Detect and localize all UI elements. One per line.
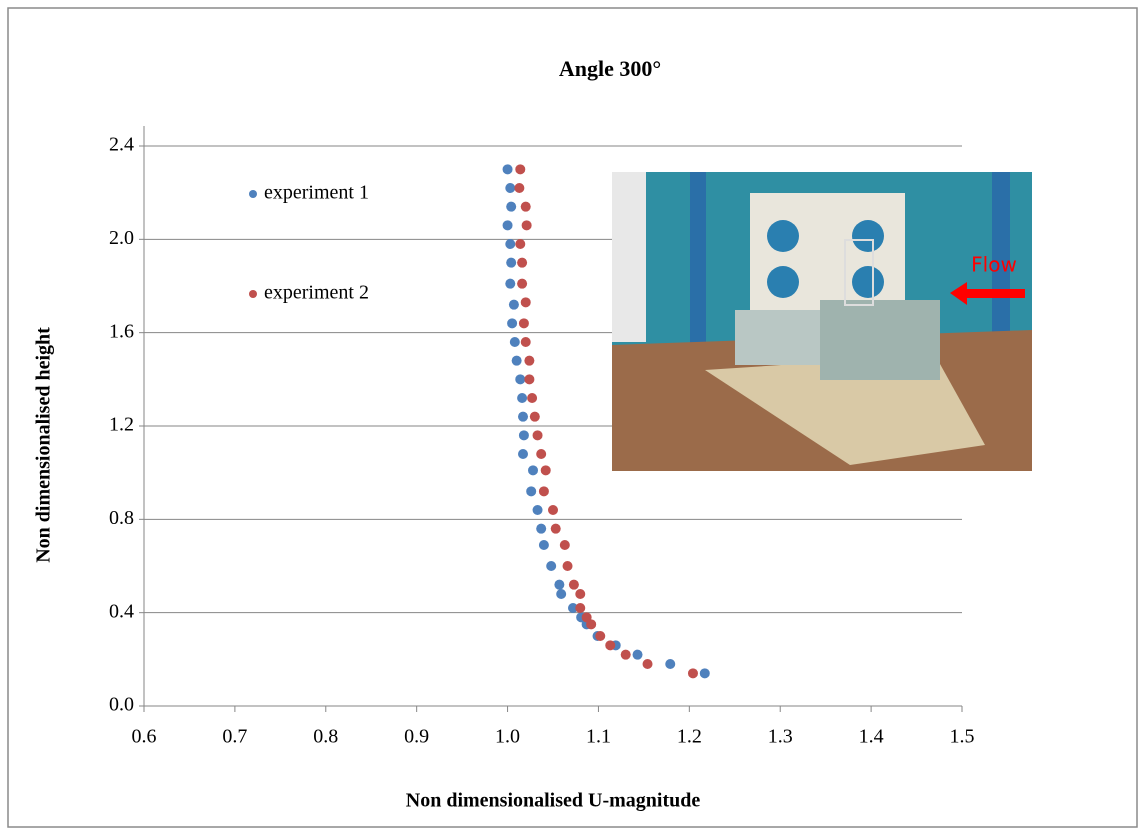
- data-point: [632, 649, 643, 660]
- data-point: [567, 603, 578, 613]
- photo-gauge: [767, 220, 799, 252]
- data-point: [524, 374, 535, 385]
- x-tick-label: 0.8: [313, 726, 338, 748]
- data-point: [517, 257, 528, 268]
- data-point: [506, 201, 517, 212]
- data-point: [520, 297, 531, 308]
- photo-platform: [820, 300, 940, 380]
- data-point: [518, 449, 529, 459]
- data-point: [699, 668, 710, 679]
- photo-panel: [612, 172, 646, 342]
- data-point: [575, 603, 586, 613]
- photo-pillar: [690, 172, 706, 392]
- data-point: [517, 278, 528, 289]
- data-point: [521, 220, 532, 231]
- inset-photo: Flow: [612, 172, 1032, 471]
- data-point: [620, 649, 631, 660]
- data-point: [540, 465, 551, 476]
- data-point: [559, 540, 570, 550]
- data-point: [562, 561, 573, 571]
- photo-platform: [735, 310, 825, 365]
- photo-gauge: [852, 266, 884, 298]
- data-point: [527, 393, 538, 403]
- data-point: [568, 579, 579, 590]
- y-axis-title: Non dimensionalised height: [33, 327, 55, 563]
- data-point: [526, 486, 537, 497]
- data-point: [532, 505, 543, 515]
- data-point: [514, 183, 525, 193]
- data-point: [595, 631, 606, 641]
- data-point: [515, 164, 526, 175]
- x-tick-label: 1.5: [950, 726, 975, 748]
- x-tick-label: 1.4: [859, 726, 884, 748]
- data-point: [507, 318, 518, 329]
- x-tick-label: 1.3: [768, 726, 793, 748]
- data-point: [536, 449, 547, 459]
- data-point: [509, 337, 520, 347]
- data-point: [517, 393, 528, 403]
- data-point: [528, 465, 539, 476]
- photo-base: [705, 355, 985, 465]
- x-tick-label: 1.2: [677, 726, 702, 748]
- flow-label: Flow: [971, 253, 1017, 277]
- data-point: [546, 561, 557, 571]
- data-point: [586, 619, 597, 630]
- x-tick-label: 1.1: [586, 726, 611, 748]
- data-point: [505, 239, 516, 249]
- chart-title: Angle 300°: [559, 56, 661, 81]
- data-point: [511, 355, 522, 366]
- y-tick-label: 0.0: [109, 694, 134, 716]
- data-point: [548, 505, 558, 515]
- data-point: [518, 318, 529, 329]
- data-point: [502, 220, 513, 231]
- data-point: [520, 337, 531, 347]
- data-point: [538, 486, 549, 497]
- data-point: [524, 355, 535, 366]
- data-point: [515, 239, 526, 249]
- data-point: [665, 659, 676, 669]
- x-tick-label: 1.0: [495, 726, 520, 748]
- x-tick-label: 0.9: [404, 726, 429, 748]
- y-tick-label: 0.8: [109, 507, 134, 529]
- y-tick-label: 0.4: [109, 600, 134, 622]
- y-tick-label: 2.0: [109, 227, 134, 249]
- photo-derrick: [844, 239, 874, 306]
- legend-marker: [249, 190, 257, 198]
- legend-label: experiment 1: [264, 182, 369, 204]
- data-point: [515, 374, 526, 385]
- data-point: [550, 523, 561, 534]
- data-point: [605, 640, 616, 651]
- data-point: [536, 523, 547, 534]
- data-point: [505, 183, 516, 193]
- data-point: [642, 659, 653, 669]
- photo-gauge: [852, 220, 884, 252]
- data-point: [556, 589, 567, 599]
- flow-arrow-head: [950, 282, 967, 305]
- x-tick-label: 0.7: [222, 726, 247, 748]
- y-tick-label: 1.6: [109, 320, 134, 342]
- data-point: [529, 411, 540, 422]
- x-tick-label: 0.6: [132, 726, 157, 748]
- x-axis-title: Non dimensionalised U-magnitude: [406, 790, 701, 812]
- data-point: [505, 278, 516, 289]
- y-tick-label: 1.2: [109, 414, 134, 436]
- data-point: [575, 589, 586, 599]
- data-point: [554, 579, 565, 590]
- y-tick-label: 2.4: [109, 134, 134, 156]
- data-point: [508, 299, 519, 310]
- data-point: [687, 668, 698, 679]
- data-point: [506, 257, 517, 268]
- photo-gauge: [767, 266, 799, 298]
- data-point: [518, 411, 529, 422]
- data-point: [532, 430, 543, 441]
- flow-arrow: [967, 289, 1025, 298]
- legend-marker: [249, 290, 257, 298]
- legend-label: experiment 2: [264, 282, 369, 304]
- data-point: [518, 430, 529, 441]
- data-point: [520, 201, 531, 212]
- data-point: [502, 164, 513, 175]
- data-point: [538, 540, 549, 550]
